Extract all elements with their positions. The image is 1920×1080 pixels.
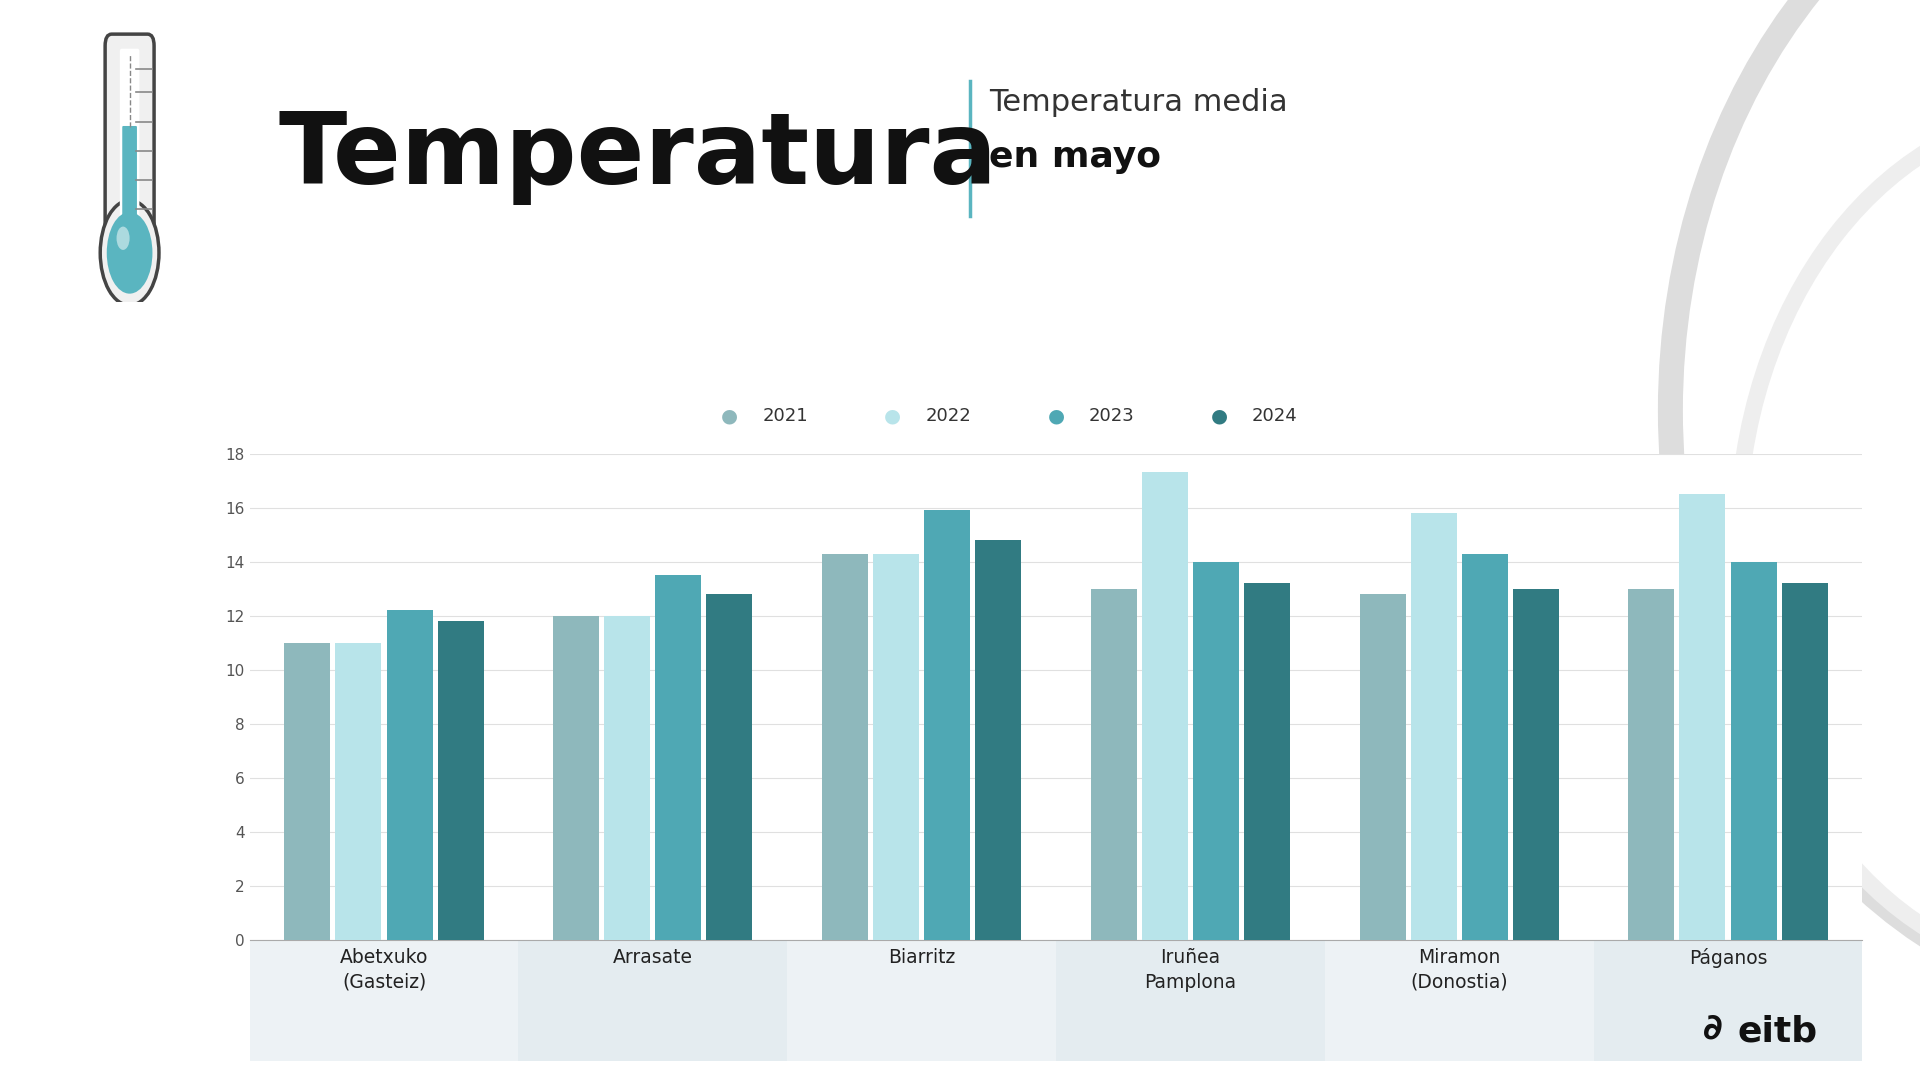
Bar: [707, 594, 753, 940]
Bar: [1244, 583, 1290, 940]
Bar: [874, 553, 920, 940]
FancyBboxPatch shape: [119, 49, 140, 247]
Text: en mayo: en mayo: [989, 139, 1162, 174]
Bar: [1461, 553, 1507, 940]
Circle shape: [108, 212, 152, 294]
Text: ●: ●: [1212, 406, 1227, 426]
Text: ●: ●: [722, 406, 737, 426]
Bar: [1411, 513, 1457, 940]
Bar: [284, 643, 330, 940]
Text: ∂: ∂: [1703, 1011, 1722, 1045]
Bar: [1680, 494, 1726, 940]
Bar: [1628, 589, 1674, 940]
Circle shape: [117, 227, 131, 249]
Bar: [1091, 589, 1137, 940]
Bar: [1359, 594, 1405, 940]
Bar: [336, 643, 382, 940]
Text: ●: ●: [1048, 406, 1064, 426]
Bar: [924, 510, 970, 940]
Bar: [553, 616, 599, 940]
Bar: [1056, 940, 1325, 1061]
Bar: [1325, 940, 1594, 1061]
Text: 2023: 2023: [1089, 407, 1135, 424]
Circle shape: [100, 200, 159, 306]
Bar: [1142, 472, 1188, 940]
Bar: [250, 940, 518, 1061]
Bar: [787, 940, 1056, 1061]
Bar: [1513, 589, 1559, 940]
FancyBboxPatch shape: [106, 35, 154, 261]
Bar: [975, 540, 1021, 940]
Text: ●: ●: [885, 406, 900, 426]
Bar: [518, 940, 787, 1061]
Text: Temperatura: Temperatura: [278, 108, 996, 205]
Bar: [655, 575, 701, 940]
Bar: [386, 610, 432, 940]
Bar: [1594, 940, 1862, 1061]
Text: 2024: 2024: [1252, 407, 1298, 424]
Bar: [438, 621, 484, 940]
Text: Temperatura media: Temperatura media: [989, 89, 1288, 117]
Bar: [1782, 583, 1828, 940]
FancyBboxPatch shape: [123, 126, 136, 240]
Bar: [822, 553, 868, 940]
Bar: [1192, 562, 1238, 940]
Text: eitb: eitb: [1738, 1014, 1818, 1049]
Bar: [1730, 562, 1776, 940]
Bar: [605, 616, 651, 940]
Text: 2021: 2021: [762, 407, 808, 424]
Text: 2022: 2022: [925, 407, 972, 424]
